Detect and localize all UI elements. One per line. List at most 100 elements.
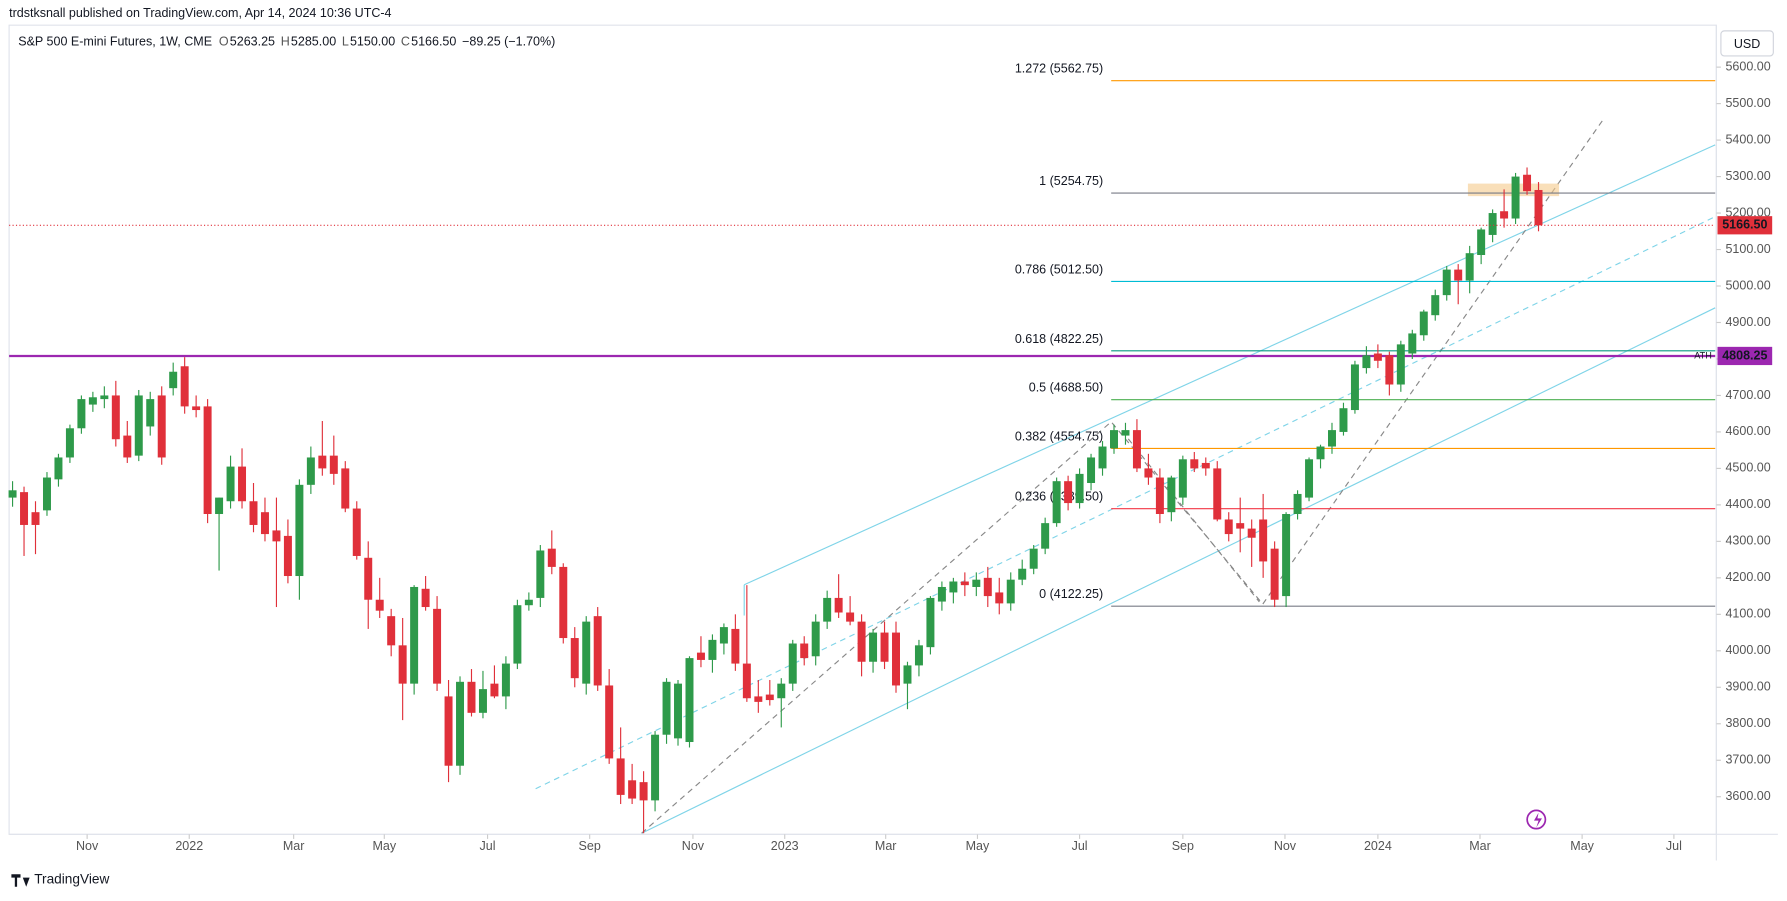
x-tick-label: Jul [480,839,496,853]
candle-body [1041,523,1050,549]
candle-body [272,530,281,542]
x-tick-label: Nov [76,839,99,853]
candle-body [1465,253,1474,281]
candle-body [949,581,958,593]
y-tick-label: 4500.00 [1725,461,1770,475]
x-tick-label: Nov [682,839,705,853]
candle-body [490,683,499,697]
x-tick-label: Mar [875,839,897,853]
candle-body [972,579,981,587]
legend-title: S&P 500 E-mini Futures, 1W, CME [18,35,212,49]
candle-body [20,492,29,525]
candle-body [1087,457,1096,484]
candle-body [433,608,442,684]
candle-body [1500,211,1509,219]
candle-body [513,605,522,664]
candle-body [1064,481,1073,504]
candle-body [1155,477,1164,515]
candle-body [410,586,419,684]
legend-value: 5150.00 [350,35,395,49]
candle-body [1052,481,1061,524]
candle-body [628,780,637,799]
candle-body [1328,430,1336,447]
candle-body [1385,355,1394,385]
y-tick-label: 3800.00 [1725,716,1770,730]
x-tick-label: Sep [579,839,601,853]
candle-body [674,683,683,739]
fib-label: 1.272 (5562.75) [1015,62,1103,76]
y-tick-label: 4900.00 [1725,315,1770,329]
candle-body [731,628,740,664]
y-tick-label: 4600.00 [1725,424,1770,438]
candle-body [387,616,396,646]
candle-body [169,371,178,389]
y-tick-label: 5300.00 [1725,169,1770,183]
candle-body [1511,176,1520,219]
candle-body [306,457,315,485]
candle-body [134,395,143,456]
candle-body [570,638,579,679]
candle-body [180,366,189,407]
candle-body [1110,430,1118,449]
candle-body [375,599,384,611]
candle-body [42,477,51,511]
candle-body [1213,468,1222,520]
y-tick-label: 4300.00 [1725,534,1770,548]
candle-body [123,435,132,458]
fib-label: 0.382 (4554.75) [1015,429,1103,443]
candle-body [834,597,843,613]
candle-body [846,612,855,622]
candle-body [398,645,407,684]
candle-body [192,406,201,411]
candle-body [857,621,866,662]
candle-body [1534,189,1543,226]
y-tick-label: 3900.00 [1725,680,1770,694]
channel-mid [535,216,1716,790]
y-tick-label: 4000.00 [1725,643,1770,657]
y-tick-label: 3700.00 [1725,753,1770,767]
candle-body [960,581,969,586]
event-bolt [1533,812,1542,828]
candle-body [478,689,487,713]
fib-label: 0 (4122.25) [1039,587,1103,601]
candle-body [501,663,510,697]
legend-value: 5285.00 [291,35,336,49]
candle-body [685,658,694,743]
candle-body [238,466,247,502]
candle-body [111,395,120,440]
fib-label: 1 (5254.75) [1039,174,1103,188]
x-tick-label: Nov [1274,839,1297,853]
candle-body [226,466,235,502]
x-tick-label: Sep [1172,839,1194,853]
publisher: trdstksnall published on TradingView.com… [9,6,391,20]
channel-upper [743,144,1716,586]
candle-body [903,665,912,684]
projection-leg [1127,438,1260,603]
candle-body [1029,548,1038,569]
candle-body [823,597,832,622]
candle-body [1224,519,1233,535]
candle-body [811,621,820,657]
projection-path [641,117,1606,834]
candle-body [662,681,671,735]
channel-lower [641,307,1716,834]
x-tick-label: Mar [283,839,305,853]
x-tick-label: May [372,839,396,853]
x-tick-label: 2024 [1364,839,1392,853]
candle-body [800,643,809,659]
event-icon[interactable] [1526,809,1547,830]
y-tick-label: 4700.00 [1725,388,1770,402]
candle-body [456,681,465,766]
candle-body [467,681,476,713]
candle-body [65,428,74,458]
candle-body [1247,528,1256,538]
currency-button[interactable] [1720,30,1774,57]
currency[interactable]: USD [1734,37,1760,51]
x-tick-label: 2023 [771,839,799,853]
fib-label: 0.786 (5012.50) [1015,262,1103,276]
candle-body [1236,523,1245,529]
logo: TradingView [11,872,109,887]
candle-body [926,597,935,648]
candle-body [1477,229,1486,256]
